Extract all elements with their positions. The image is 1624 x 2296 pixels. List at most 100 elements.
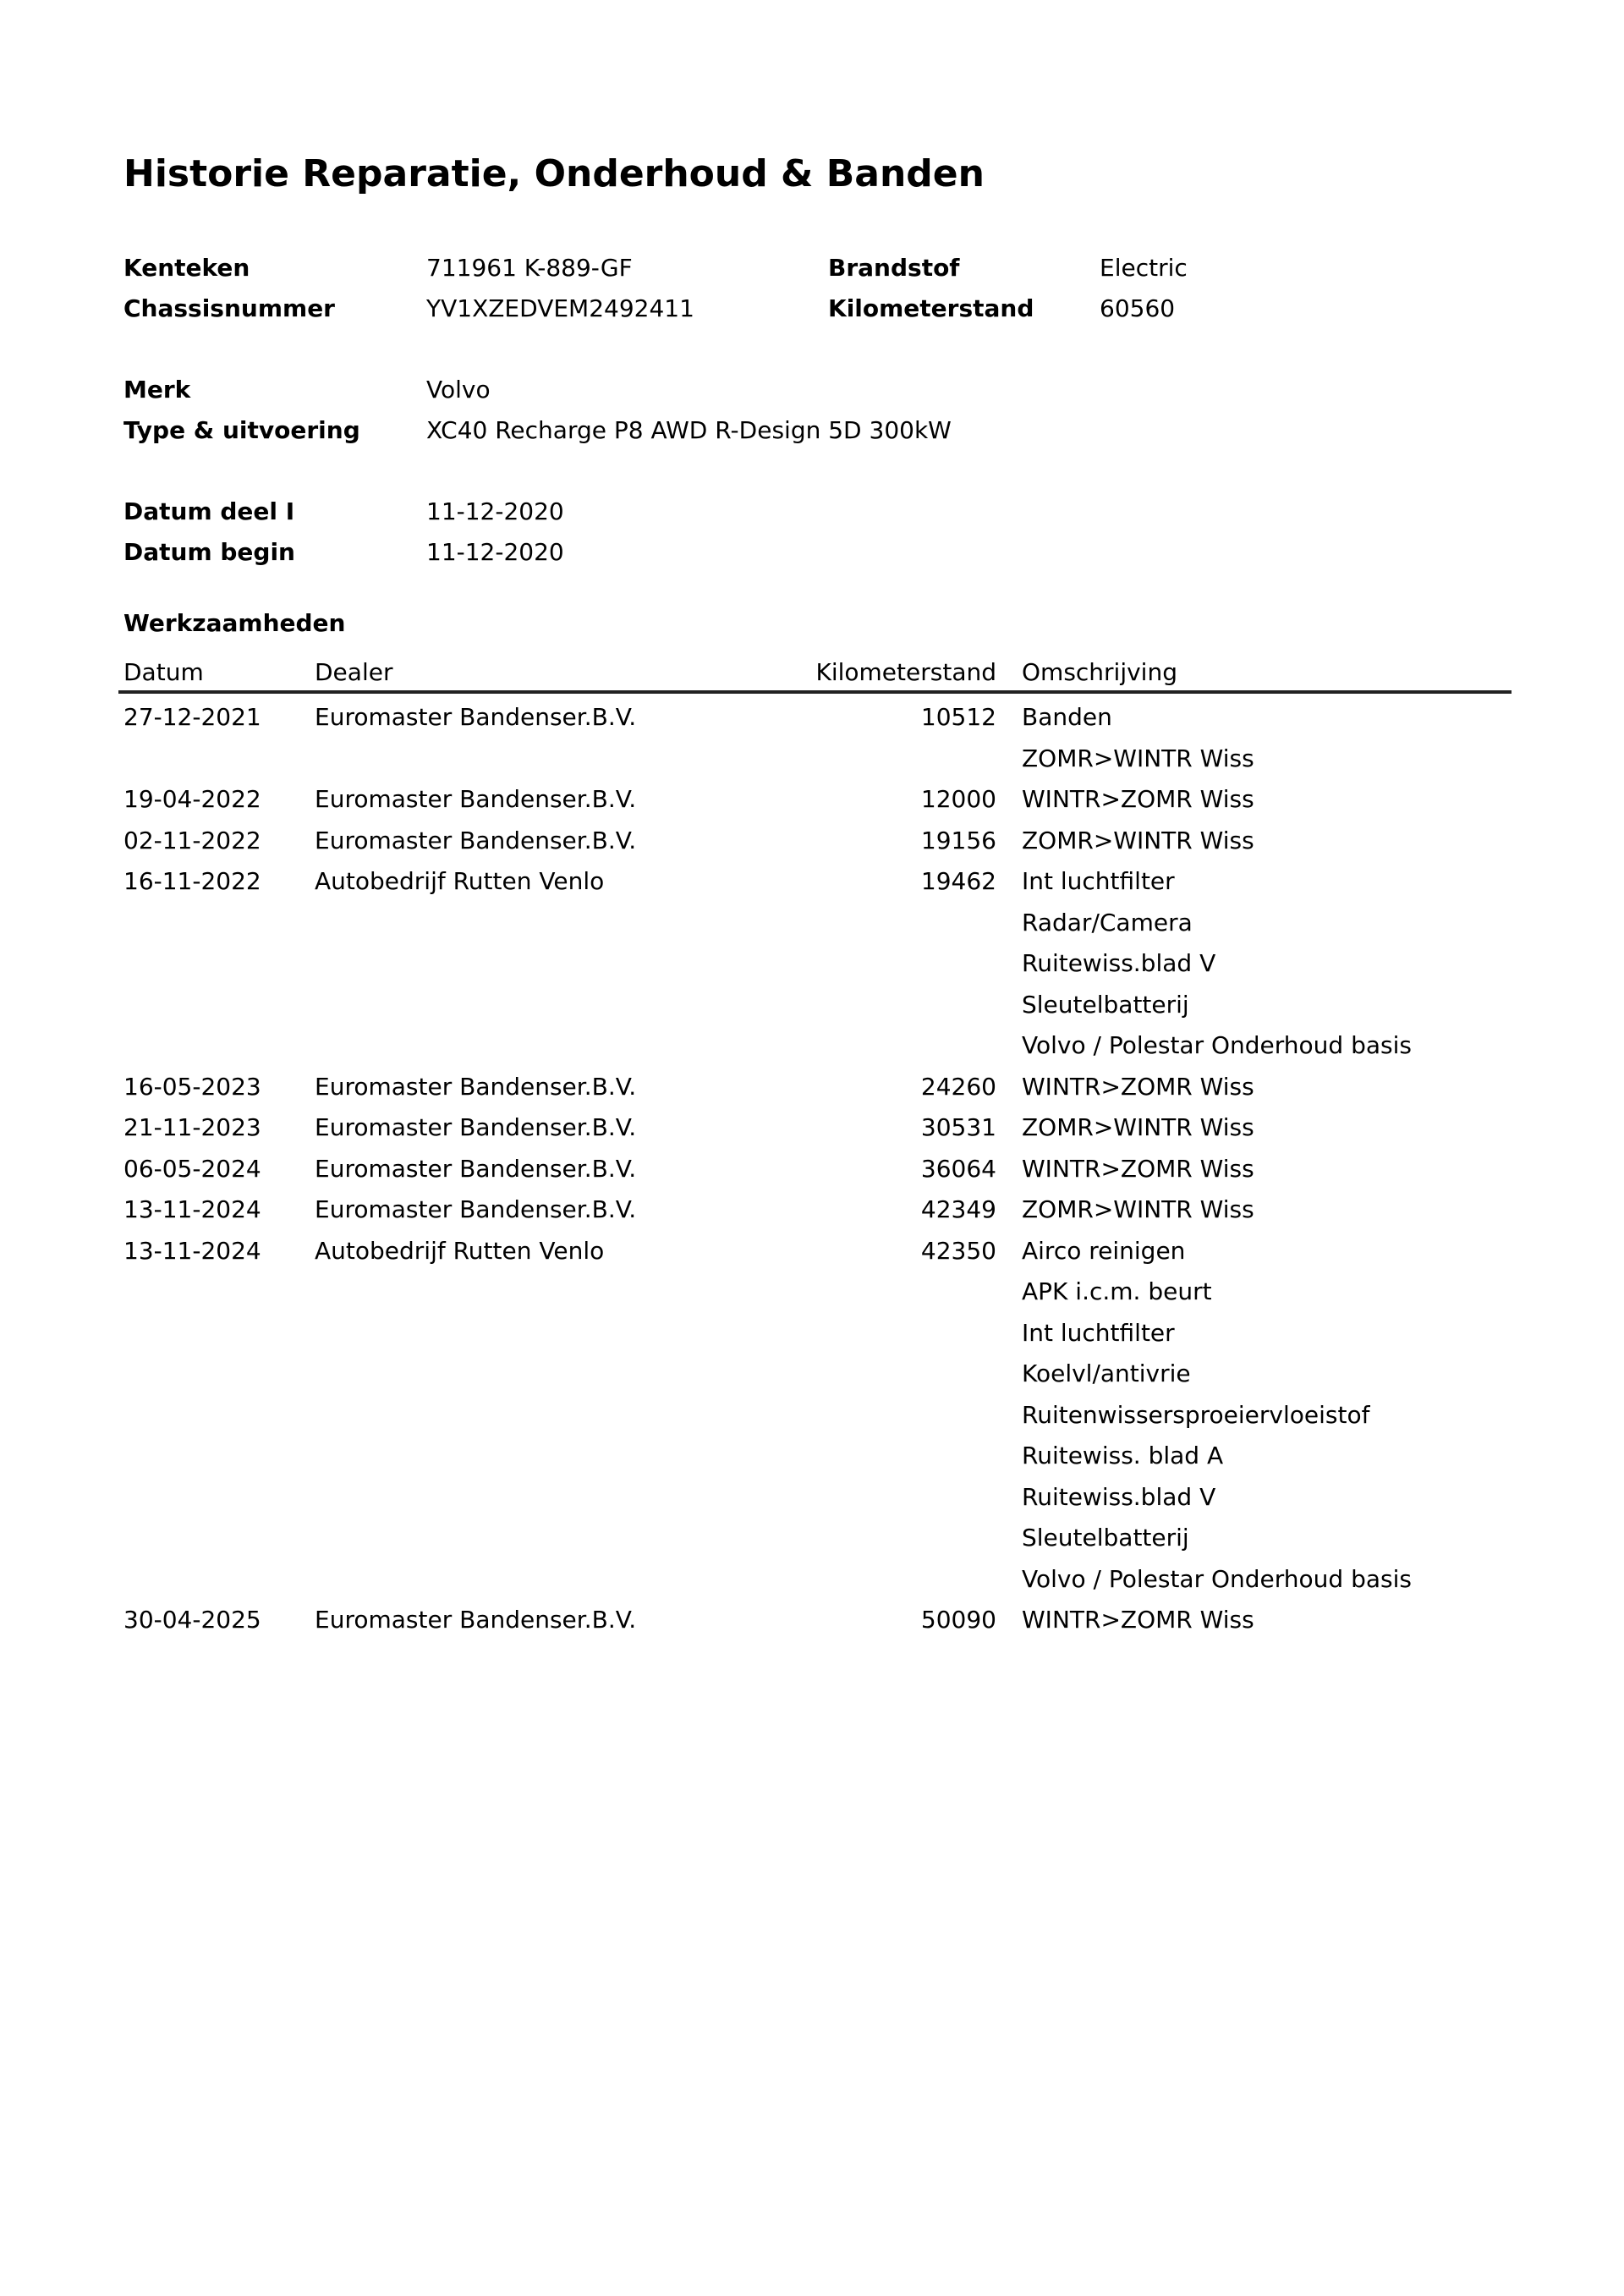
table-row-continuation: Ruitewiss. blad A bbox=[0, 1436, 1624, 1478]
row-date: 19-04-2022 bbox=[123, 785, 261, 813]
kenteken-label: Kenteken bbox=[123, 254, 250, 282]
row-description: Airco reinigen bbox=[1022, 1236, 1186, 1265]
table-row: 06-05-2024 Euromaster Bandenser.B.V. 36064… bbox=[0, 1150, 1624, 1191]
table-row-continuation: ZOMR>WINTR Wiss bbox=[0, 739, 1624, 781]
row-description: Sleutelbatterij bbox=[1022, 1524, 1189, 1552]
row-km: 19156 bbox=[920, 826, 996, 854]
table-row-continuation: Ruitewiss.blad V bbox=[0, 944, 1624, 986]
row-km: 19462 bbox=[920, 867, 996, 895]
row-date: 27-12-2021 bbox=[123, 703, 261, 731]
row-dealer: Autobedrijf Rutten Venlo bbox=[315, 867, 605, 895]
table-row-continuation: Radar/Camera bbox=[0, 904, 1624, 945]
row-description: Banden bbox=[1022, 703, 1112, 731]
chassis-label: Chassisnummer bbox=[123, 294, 335, 322]
table-row-continuation: Sleutelbatterij bbox=[0, 1519, 1624, 1560]
row-date: 13-11-2024 bbox=[123, 1236, 261, 1265]
row-km: 36064 bbox=[920, 1154, 996, 1183]
row-dealer: Autobedrijf Rutten Venlo bbox=[315, 1236, 605, 1265]
table-row-continuation: Volvo / Polestar Onderhoud basis bbox=[0, 1026, 1624, 1068]
column-header-km: Kilometerstand bbox=[815, 658, 996, 686]
table-row: 02-11-2022 Euromaster Bandenser.B.V. 19156… bbox=[0, 821, 1624, 863]
column-header-description: Omschrijving bbox=[1022, 658, 1177, 686]
table-row-continuation: Sleutelbatterij bbox=[0, 986, 1624, 1027]
row-km: 42349 bbox=[920, 1195, 996, 1223]
row-km: 42350 bbox=[920, 1236, 996, 1265]
row-description: Radar/Camera bbox=[1022, 908, 1193, 937]
table-row: 16-11-2022 Autobedrijf Rutten Venlo 19462 I… bbox=[0, 862, 1624, 904]
kenteken-value: 711961 K-889-GF bbox=[426, 254, 633, 282]
row-date: 16-11-2022 bbox=[123, 867, 261, 895]
table-row-continuation: Ruitenwissersproeiervloeistof bbox=[0, 1396, 1624, 1437]
datum-begin-value: 11-12-2020 bbox=[426, 538, 564, 566]
row-description: ZOMR>WINTR Wiss bbox=[1022, 1195, 1254, 1223]
table-row-continuation: APK i.c.m. beurt bbox=[0, 1272, 1624, 1314]
row-description: WINTR>ZOMR Wiss bbox=[1022, 1154, 1254, 1183]
row-description: Ruitewiss.blad V bbox=[1022, 1482, 1216, 1511]
row-km: 10512 bbox=[920, 703, 996, 731]
brandstof-label: Brandstof bbox=[828, 254, 960, 282]
datum-deel-value: 11-12-2020 bbox=[426, 497, 564, 525]
row-description: WINTR>ZOMR Wiss bbox=[1022, 785, 1254, 813]
table-row: 19-04-2022 Euromaster Bandenser.B.V. 12000… bbox=[0, 780, 1624, 821]
merk-label: Merk bbox=[123, 376, 191, 404]
work-table: 27-12-2021 Euromaster Bandenser.B.V. 10512… bbox=[0, 698, 1624, 1642]
row-date: 13-11-2024 bbox=[123, 1195, 261, 1223]
column-header-dealer: Dealer bbox=[315, 658, 393, 686]
row-description: ZOMR>WINTR Wiss bbox=[1022, 744, 1254, 772]
row-km: 30531 bbox=[920, 1113, 996, 1141]
row-km: 50090 bbox=[920, 1606, 996, 1634]
row-description: WINTR>ZOMR Wiss bbox=[1022, 1072, 1254, 1101]
row-description: Volvo / Polestar Onderhoud basis bbox=[1022, 1564, 1412, 1593]
table-row: 13-11-2024 Autobedrijf Rutten Venlo 42350 A… bbox=[0, 1232, 1624, 1273]
row-dealer: Euromaster Bandenser.B.V. bbox=[315, 826, 637, 854]
table-row-continuation: Koelvl/antivrie bbox=[0, 1354, 1624, 1396]
row-dealer: Euromaster Bandenser.B.V. bbox=[315, 1606, 637, 1634]
row-dealer: Euromaster Bandenser.B.V. bbox=[315, 703, 637, 731]
row-description: APK i.c.m. beurt bbox=[1022, 1277, 1212, 1305]
brandstof-value: Electric bbox=[1100, 254, 1188, 282]
row-description: Int luchtfilter bbox=[1022, 1318, 1175, 1347]
table-row-continuation: Int luchtfilter bbox=[0, 1314, 1624, 1355]
row-km: 12000 bbox=[920, 785, 996, 813]
row-description: Ruitewiss.blad V bbox=[1022, 949, 1216, 977]
datum-deel-label: Datum deel I bbox=[123, 497, 295, 525]
row-description: Koelvl/antivrie bbox=[1022, 1359, 1191, 1387]
row-date: 16-05-2023 bbox=[123, 1072, 261, 1101]
row-description: Int luchtfilter bbox=[1022, 867, 1175, 895]
datum-begin-label: Datum begin bbox=[123, 538, 295, 566]
row-description: ZOMR>WINTR Wiss bbox=[1022, 826, 1254, 854]
table-row: 13-11-2024 Euromaster Bandenser.B.V. 42349… bbox=[0, 1190, 1624, 1232]
type-label: Type & uitvoering bbox=[123, 416, 360, 444]
table-row-continuation: Volvo / Polestar Onderhoud basis bbox=[0, 1560, 1624, 1601]
km-value: 60560 bbox=[1100, 294, 1176, 322]
type-value: XC40 Recharge P8 AWD R-Design 5D 300kW bbox=[426, 416, 952, 444]
row-km: 24260 bbox=[920, 1072, 996, 1101]
table-row: 27-12-2021 Euromaster Bandenser.B.V. 10512… bbox=[0, 698, 1624, 739]
row-dealer: Euromaster Bandenser.B.V. bbox=[315, 1113, 637, 1141]
row-dealer: Euromaster Bandenser.B.V. bbox=[315, 1154, 637, 1183]
row-description: Volvo / Polestar Onderhoud basis bbox=[1022, 1031, 1412, 1059]
row-dealer: Euromaster Bandenser.B.V. bbox=[315, 1072, 637, 1101]
column-header-date: Datum bbox=[123, 658, 204, 686]
row-date: 06-05-2024 bbox=[123, 1154, 261, 1183]
row-description: Ruitewiss. blad A bbox=[1022, 1442, 1224, 1469]
km-label: Kilometerstand bbox=[828, 294, 1034, 322]
table-row: 16-05-2023 Euromaster Bandenser.B.V. 24260… bbox=[0, 1068, 1624, 1109]
werkzaamheden-heading: Werkzaamheden bbox=[123, 609, 346, 637]
row-dealer: Euromaster Bandenser.B.V. bbox=[315, 1195, 637, 1223]
row-description: WINTR>ZOMR Wiss bbox=[1022, 1606, 1254, 1634]
row-date: 02-11-2022 bbox=[123, 826, 261, 854]
header-divider bbox=[118, 690, 1512, 694]
row-description: Sleutelbatterij bbox=[1022, 990, 1189, 1019]
table-row: 21-11-2023 Euromaster Bandenser.B.V. 30531… bbox=[0, 1108, 1624, 1150]
table-row-continuation: Ruitewiss.blad V bbox=[0, 1478, 1624, 1519]
merk-value: Volvo bbox=[426, 376, 491, 404]
row-date: 30-04-2025 bbox=[123, 1606, 261, 1634]
table-row: 30-04-2025 Euromaster Bandenser.B.V. 50090… bbox=[0, 1601, 1624, 1642]
row-date: 21-11-2023 bbox=[123, 1113, 261, 1141]
page-title: Historie Reparatie, Onderhoud & Banden bbox=[123, 152, 985, 195]
row-description: ZOMR>WINTR Wiss bbox=[1022, 1113, 1254, 1141]
row-dealer: Euromaster Bandenser.B.V. bbox=[315, 785, 637, 813]
chassis-value: YV1XZEDVEM2492411 bbox=[426, 294, 694, 322]
row-description: Ruitenwissersproeiervloeistof bbox=[1022, 1400, 1370, 1429]
